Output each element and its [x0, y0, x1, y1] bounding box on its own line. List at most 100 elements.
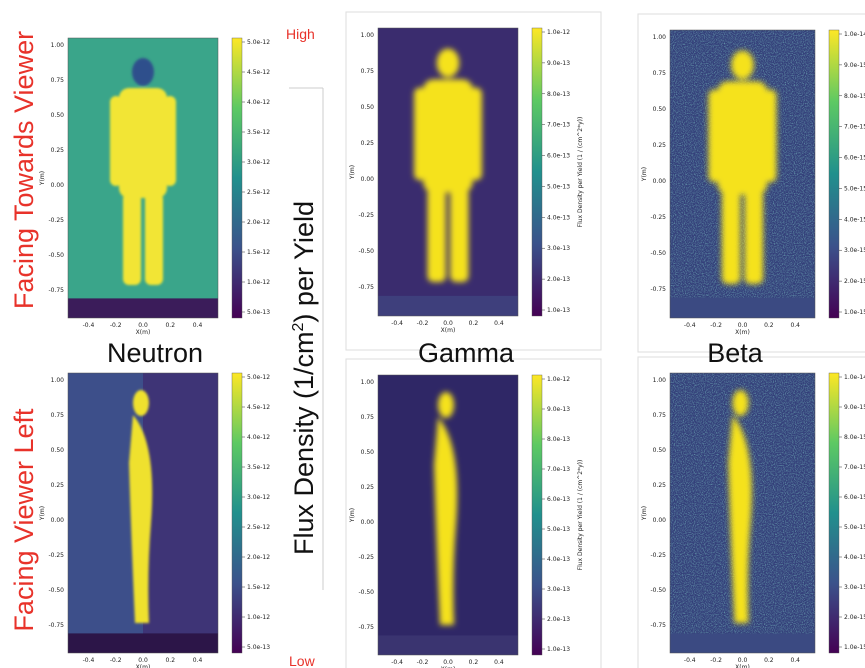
- torso: [423, 79, 473, 193]
- y-tick-label: -0.75: [358, 624, 374, 631]
- colorbar-tick-label: 9.0e-13: [547, 60, 570, 67]
- y-tick-label: -0.50: [48, 587, 64, 594]
- y-tick-label: 1.00: [51, 377, 65, 384]
- panel: 1.00 0.75 0.50 0.25 0.00 -0.25 -0.50 -0.75 Y(m) -…: [39, 372, 270, 668]
- x-tick-label: 0.4: [193, 322, 203, 329]
- colorbar-tick-label: 6.0e-13: [547, 496, 570, 503]
- heatmap-shadow: [143, 373, 218, 653]
- colorbar-tick-label: 2.5e-12: [247, 189, 270, 196]
- colorbar-tick-label: 6.0e-15: [844, 494, 865, 501]
- x-tick-label: 0.2: [469, 320, 479, 327]
- body-silhouette: [129, 390, 153, 623]
- x-tick-label: 0.4: [494, 659, 504, 666]
- x-tick-label: 0.0: [138, 657, 148, 664]
- colorbar-tick-label: 4.0e-15: [844, 216, 865, 223]
- y-tick-label: -0.50: [358, 589, 374, 596]
- colorbar-tick-label: 3.0e-13: [547, 586, 570, 593]
- y-axis-label: Y(m): [349, 508, 356, 523]
- x-tick-label: 0.0: [738, 657, 748, 664]
- plot-frame: [669, 29, 816, 319]
- colorbar: [531, 27, 543, 317]
- y-tick-label: 0.75: [361, 414, 375, 421]
- leg: [123, 193, 141, 285]
- leg: [744, 189, 764, 285]
- head: [132, 58, 154, 86]
- colorbar-tick-label: 2.5e-12: [247, 524, 270, 531]
- plot-frame: [377, 27, 519, 317]
- scale-label-text: Flux Density (1/cm: [289, 331, 319, 555]
- y-tick-label: -0.75: [650, 286, 666, 293]
- y-tick-label: -0.50: [650, 250, 666, 257]
- head: [436, 48, 460, 78]
- panel: 1.00 0.75 0.50 0.25 0.00 -0.25 -0.50 -0.75 Y(m) -…: [345, 358, 602, 668]
- colorbar-tick-label: 8.0e-15: [844, 93, 865, 100]
- arm: [469, 87, 482, 181]
- scale-high: High: [286, 26, 315, 42]
- colorbar: [531, 374, 543, 656]
- colorbar: [828, 29, 840, 319]
- row-label: Facing Towards Viewer: [9, 31, 39, 309]
- x-tick-label: 0.0: [443, 659, 453, 666]
- plot-frame: [67, 37, 219, 319]
- head: [133, 390, 149, 416]
- x-tick-label: -0.2: [417, 320, 429, 327]
- x-tick-label: -0.4: [684, 657, 696, 664]
- y-tick-label: -0.25: [650, 552, 666, 559]
- y-tick-label: 0.00: [361, 176, 375, 183]
- x-tick-label: 0.2: [764, 657, 774, 664]
- colorbar-label: Flux Density per Yield (1 / (cm^2*y)): [577, 460, 584, 571]
- x-tick-label: 0.4: [790, 657, 800, 664]
- profile: [129, 415, 153, 623]
- y-tick-label: 0.25: [653, 482, 667, 489]
- x-tick-label: -0.4: [391, 320, 403, 327]
- y-tick-label: -0.75: [48, 622, 64, 629]
- colorbar: [231, 37, 243, 319]
- colorbar-tick-label: 5.0e-13: [247, 644, 270, 651]
- colorbar-tick-label: 2.0e-12: [247, 219, 270, 226]
- y-tick-label: 0.50: [51, 112, 65, 119]
- plot-frame: [67, 372, 219, 654]
- colorbar-tick-label: 1.5e-12: [247, 249, 270, 256]
- heatmap-floor: [378, 295, 518, 316]
- panel: 1.00 0.75 0.50 0.25 0.00 -0.25 -0.50 -0.75 Y(m) -…: [39, 37, 270, 336]
- y-tick-label: 0.00: [51, 517, 65, 524]
- colorbar-tick-label: 3.5e-12: [247, 129, 270, 136]
- head: [731, 50, 754, 80]
- panels: 1.00 0.75 0.50 0.25 0.00 -0.25 -0.50 -0.75 Y(m) -…: [39, 11, 865, 668]
- y-tick-label: -0.75: [650, 622, 666, 629]
- colorbar-tick-label: 1.0e-12: [247, 279, 270, 286]
- colorbar-tick-label: 5.0e-15: [844, 185, 865, 192]
- y-tick-label: 1.00: [653, 34, 667, 41]
- y-tick-label: 0.50: [653, 106, 667, 113]
- x-axis-label: X(m): [136, 664, 151, 668]
- y-tick-label: 1.00: [361, 379, 375, 386]
- head: [732, 390, 749, 416]
- x-tick-label: 0.2: [165, 322, 175, 329]
- y-tick-label: 0.25: [361, 484, 375, 491]
- x-tick-label: -0.2: [110, 322, 122, 329]
- heatmap-floor: [670, 633, 815, 653]
- arm: [164, 96, 176, 186]
- arm: [110, 96, 122, 186]
- x-tick-label: -0.4: [684, 322, 696, 329]
- y-axis-label: Y(m): [39, 171, 46, 186]
- x-tick-label: 0.2: [469, 659, 479, 666]
- profile: [434, 417, 458, 625]
- colorbar-tick-label: 2.0e-13: [547, 616, 570, 623]
- leg: [427, 187, 446, 283]
- scale-label-superscript: 2: [290, 322, 307, 331]
- x-tick-label: 0.0: [138, 322, 148, 329]
- heatmap-floor: [68, 298, 218, 318]
- y-tick-label: 0.75: [51, 77, 65, 84]
- colorbar-tick-label: 5.0e-12: [247, 374, 270, 381]
- arm: [414, 87, 427, 181]
- panel: 1.00 0.75 0.50 0.25 0.00 -0.25 -0.50 -0.75 Y(m) -…: [637, 356, 865, 668]
- head: [438, 392, 454, 418]
- y-tick-label: 0.25: [51, 147, 65, 154]
- body-silhouette: [728, 390, 752, 623]
- scale-label-text: ) per Yield: [289, 201, 319, 323]
- colorbar-tick-label: 1.0e-14: [844, 374, 865, 381]
- colorbar-tick-label: 1.0e-14: [844, 31, 865, 38]
- arm: [764, 89, 777, 183]
